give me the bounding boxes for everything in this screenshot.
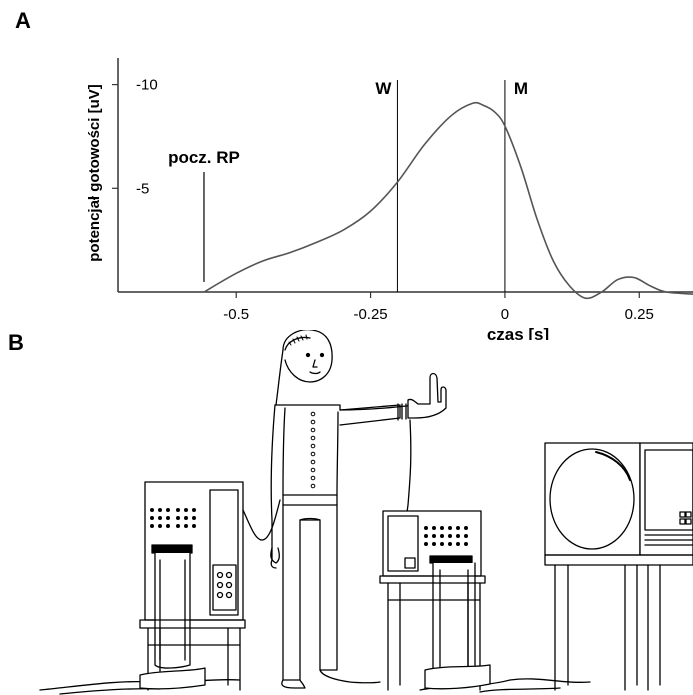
marker-label: W <box>375 79 392 98</box>
x-tick-label: 0 <box>501 306 509 323</box>
panel-b-label: B <box>8 330 24 355</box>
readiness-potential-chart: -0.5 -0.25 0 0.25 -5 -10 czas [s] potencjał got… <box>86 58 693 340</box>
right-oscilloscope <box>544 442 693 691</box>
x-tick-label: 0.25 <box>625 306 654 323</box>
x-axis-label: czas [s] <box>487 325 549 340</box>
chart-series <box>203 101 693 300</box>
event-markers <box>203 80 506 292</box>
y-axis-label: potencjał gotowości [uV] <box>86 84 103 262</box>
y-tick-label: -5 <box>136 180 149 197</box>
x-tick-label: -0.25 <box>353 306 387 323</box>
marker-label: M <box>514 79 528 98</box>
chart-axes <box>112 58 693 298</box>
y-tick-label: -10 <box>136 77 158 94</box>
chart-labels: -0.5 -0.25 0 0.25 -5 -10 czas [s] potencjał got… <box>86 77 654 340</box>
person-figure <box>270 330 447 689</box>
series-line <box>203 101 693 300</box>
x-tick-label: -0.5 <box>223 306 249 323</box>
marker-label: pocz. RP <box>168 148 240 167</box>
left-machine-knobs <box>150 508 196 528</box>
left-eeg-machine <box>139 481 246 691</box>
left-machine-buttons <box>216 571 233 599</box>
middle-eeg-machine <box>379 510 491 691</box>
floor-paper-scribbles <box>39 678 591 695</box>
electrode-cable <box>242 499 281 541</box>
experiment-illustration <box>39 330 693 695</box>
panel-a-label: A <box>15 8 31 33</box>
